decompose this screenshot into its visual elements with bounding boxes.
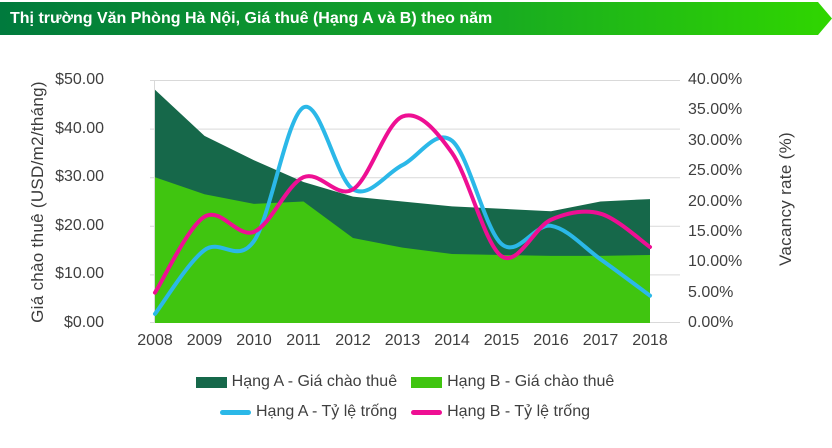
right-tick-label: 25.00% — [688, 162, 743, 180]
legend-row-lines: Hạng A - Tỷ lệ trống Hạng B - Tỷ lệ trống — [50, 401, 760, 423]
left-tick-label: $40.00 — [55, 119, 104, 137]
left-axis-title: Giá chào thuê (USD/m2/tháng) — [28, 81, 47, 323]
right-tick-label: 15.00% — [688, 222, 743, 240]
right-tick-label: 5.00% — [688, 283, 734, 301]
left-tick-label: $20.00 — [55, 216, 104, 234]
chart-title: Thị trường Văn Phòng Hà Nội, Giá thuê (H… — [10, 10, 493, 27]
right-tick-label: 40.00% — [688, 71, 743, 88]
legend-swatch-area — [195, 376, 227, 388]
legend-label: Hạng B - Giá chào thuê — [447, 373, 615, 390]
legend-item-h-ng-a-t-l-tr-ng: Hạng A - Tỷ lệ trống — [219, 403, 398, 421]
x-tick-label-2016: 2016 — [533, 332, 569, 349]
legend-item-h-ng-b-t-l-tr-ng: Hạng B - Tỷ lệ trống — [411, 403, 590, 421]
right-tick-label: 10.00% — [688, 253, 743, 271]
legend-item-h-ng-a-gi-ch-o-thu: Hạng A - Giá chào thuê — [195, 373, 398, 391]
x-tick-label-2009: 2009 — [186, 332, 223, 349]
legend-swatch-line — [411, 409, 443, 415]
legend-swatch-line — [219, 409, 251, 415]
legend-label: Hạng A - Tỷ lệ trống — [255, 403, 398, 420]
left-tick-label: $50.00 — [55, 71, 104, 88]
x-tick-label-2011: 2011 — [286, 332, 321, 349]
right-tick-label: 20.00% — [688, 192, 743, 210]
title-banner: Thị trường Văn Phòng Hà Nội, Giá thuê (H… — [0, 2, 832, 35]
area-series-h-ng-b-gi-ch-o-thu — [155, 177, 650, 323]
x-tick-label-2015: 2015 — [483, 332, 520, 349]
x-tick-label-2010: 2010 — [236, 332, 272, 349]
x-tick-label-2014: 2014 — [434, 332, 470, 349]
left-tick-label: $10.00 — [55, 265, 104, 283]
left-tick-label: $0.00 — [63, 314, 104, 331]
x-tick-label-2017: 2017 — [582, 332, 619, 349]
x-tick-label-2012: 2012 — [335, 332, 371, 349]
legend-row-areas: Hạng A - Giá chào thuê Hạng B - Giá chào … — [50, 371, 760, 393]
legend-label: Hạng B - Tỷ lệ trống — [447, 403, 590, 420]
left-tick-label: $30.00 — [55, 168, 104, 186]
line-series-h-ng-b-t-l-tr-ng — [153, 113, 652, 295]
right-axis-title: Vacancy rate (%) — [776, 132, 795, 266]
legend-swatch-area — [411, 376, 443, 388]
x-tick-label-2013: 2013 — [384, 332, 421, 349]
x-tick-label-2008: 2008 — [137, 332, 173, 349]
right-tick-label: 0.00% — [688, 314, 734, 331]
legend-item-h-ng-b-gi-ch-o-thu: Hạng B - Giá chào thuê — [411, 373, 614, 391]
x-tick-label-2018: 2018 — [632, 332, 668, 349]
right-tick-label: 30.00% — [688, 131, 743, 149]
legend-label: Hạng A - Giá chào thuê — [231, 373, 398, 390]
plot-area — [150, 80, 680, 323]
line-series-h-ng-a-t-l-tr-ng — [153, 105, 652, 316]
right-tick-label: 35.00% — [688, 101, 743, 119]
